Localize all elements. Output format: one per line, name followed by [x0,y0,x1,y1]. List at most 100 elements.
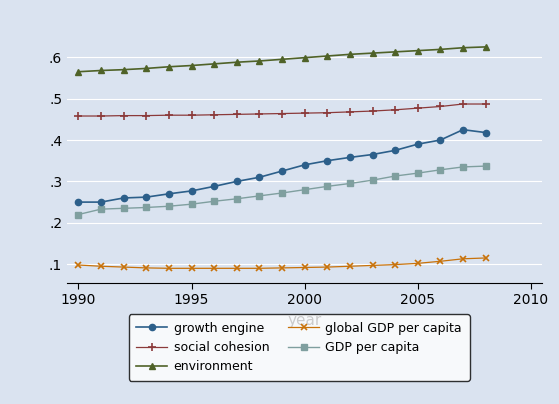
Line: environment: environment [75,44,489,75]
environment [143,66,150,71]
GDP per capita [98,207,105,212]
GDP per capita [301,187,308,192]
global GDP per capita [459,257,466,261]
growth engine [392,148,399,153]
environment [211,61,217,66]
environment [324,54,330,59]
global GDP per capita [414,261,421,266]
GDP per capita [143,205,150,210]
global GDP per capita [143,265,150,270]
GDP per capita [347,181,353,186]
GDP per capita [256,194,263,198]
Line: global GDP per capita: global GDP per capita [75,255,489,272]
global GDP per capita [234,266,240,271]
environment [75,69,82,74]
environment [188,63,195,68]
global GDP per capita [188,266,195,271]
environment [414,48,421,53]
environment [234,60,240,65]
growth engine [234,179,240,184]
Legend: growth engine, social cohesion, environment, global GDP per capita, GDP per capi: growth engine, social cohesion, environm… [129,314,470,381]
growth engine [301,162,308,167]
global GDP per capita [165,266,172,271]
environment [347,52,353,57]
environment [301,55,308,60]
environment [279,57,286,62]
global GDP per capita [75,263,82,267]
growth engine [165,191,172,196]
global GDP per capita [211,266,217,271]
social cohesion [211,112,217,117]
global GDP per capita [437,259,444,264]
social cohesion [459,101,466,106]
growth engine [324,158,330,163]
environment [98,68,105,73]
growth engine [437,138,444,143]
social cohesion [414,106,421,111]
GDP per capita [234,196,240,201]
environment [437,47,444,52]
social cohesion [347,109,353,114]
environment [459,45,466,50]
growth engine [482,130,489,135]
global GDP per capita [392,262,399,267]
social cohesion [256,112,263,116]
Line: GDP per capita: GDP per capita [76,164,489,217]
global GDP per capita [256,266,263,271]
GDP per capita [459,164,466,169]
social cohesion [234,112,240,117]
X-axis label: year: year [287,313,322,328]
GDP per capita [211,199,217,204]
GDP per capita [165,204,172,208]
environment [392,49,399,54]
social cohesion [482,101,489,106]
growth engine [211,184,217,189]
growth engine [414,142,421,147]
growth engine [279,168,286,173]
global GDP per capita [324,265,330,269]
Line: growth engine: growth engine [75,126,489,205]
social cohesion [369,109,376,114]
environment [256,59,263,63]
social cohesion [143,113,150,118]
GDP per capita [437,167,444,172]
growth engine [143,195,150,200]
GDP per capita [75,212,82,217]
GDP per capita [369,178,376,183]
social cohesion [165,113,172,118]
GDP per capita [120,206,127,211]
social cohesion [301,111,308,116]
social cohesion [120,113,127,118]
environment [165,64,172,69]
global GDP per capita [301,265,308,270]
GDP per capita [392,174,399,179]
social cohesion [98,114,105,118]
GDP per capita [324,184,330,189]
social cohesion [279,111,286,116]
global GDP per capita [369,263,376,268]
global GDP per capita [120,265,127,269]
GDP per capita [279,191,286,196]
environment [369,50,376,55]
growth engine [369,152,376,157]
social cohesion [324,110,330,115]
growth engine [347,155,353,160]
environment [120,67,127,72]
growth engine [98,200,105,204]
GDP per capita [414,171,421,176]
social cohesion [392,107,399,112]
global GDP per capita [98,264,105,269]
environment [482,44,489,49]
global GDP per capita [279,265,286,270]
GDP per capita [188,202,195,206]
global GDP per capita [347,264,353,269]
social cohesion [75,114,82,118]
social cohesion [437,104,444,109]
Line: social cohesion: social cohesion [74,100,490,120]
growth engine [459,127,466,132]
social cohesion [188,113,195,118]
growth engine [120,196,127,200]
growth engine [75,200,82,204]
growth engine [188,189,195,194]
global GDP per capita [482,256,489,261]
